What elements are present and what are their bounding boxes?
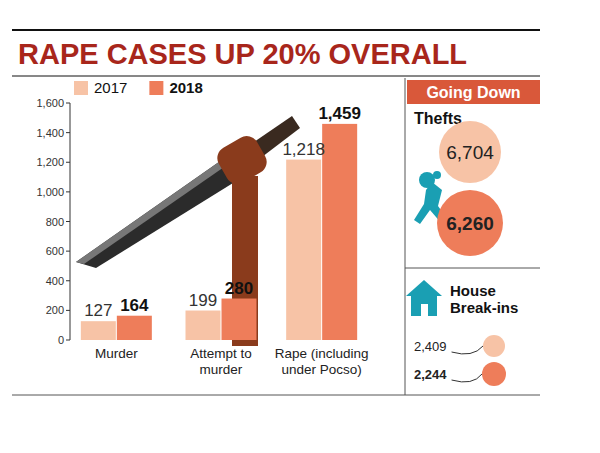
frame-line — [12, 395, 540, 396]
bar — [322, 124, 357, 340]
y-tick-label: 1,600 — [36, 97, 64, 109]
circle-mark — [439, 121, 501, 183]
data-label: 6,704 — [446, 142, 494, 163]
frame-line — [12, 76, 540, 77]
legend-label: 2018 — [169, 79, 202, 96]
data-label: 2,244 — [414, 367, 447, 382]
icon-part — [411, 296, 437, 316]
data-label: 1,218 — [282, 140, 325, 159]
x-tick-label: Rape (includingunder Pocso) — [275, 346, 369, 377]
house-icon — [406, 280, 442, 316]
frame-line — [12, 29, 540, 31]
x-tick-label: Murder — [95, 346, 138, 361]
panel-title: Going Down — [426, 84, 520, 101]
circle-mark — [483, 335, 505, 357]
legend-swatch — [149, 81, 163, 95]
panel-header-bg — [407, 80, 540, 104]
text-line: murder — [200, 362, 243, 377]
y-tick-label: 600 — [46, 245, 64, 257]
data-label: 6,260 — [446, 213, 494, 234]
text-line: Murder — [95, 346, 138, 361]
title: RAPE CASES UP 20% OVERALL — [18, 38, 467, 70]
text-line: Attempt to — [190, 346, 252, 361]
circle-mark — [437, 190, 503, 256]
data-label: 164 — [120, 296, 149, 315]
legend: 2017 2018 — [74, 79, 203, 96]
y-tick — [66, 162, 70, 163]
y-tick-label: 1,200 — [36, 156, 64, 168]
y-tick-label: 1,000 — [36, 186, 64, 198]
text-line: Rape (including — [275, 346, 369, 361]
y-tick — [66, 310, 70, 311]
legend-swatch — [74, 81, 88, 95]
y-tick — [66, 280, 70, 281]
data-label: 199 — [189, 291, 217, 310]
text-line: Break-ins — [450, 299, 518, 316]
text-line: House — [450, 282, 496, 299]
y-tick-label: 0 — [58, 334, 64, 346]
connector — [452, 346, 483, 354]
bar — [81, 321, 116, 340]
icon-part — [433, 171, 441, 179]
y-tick — [66, 132, 70, 133]
y-tick — [66, 191, 70, 192]
y-tick-label: 1,400 — [36, 127, 64, 139]
legend-label: 2017 — [94, 79, 127, 96]
bar — [222, 299, 257, 340]
connector — [452, 374, 482, 382]
y-tick — [66, 251, 70, 252]
circle-mark — [482, 362, 506, 386]
data-label: 2,409 — [414, 339, 447, 354]
category-label: Thefts — [414, 110, 462, 127]
x-tick-label: Attempt tomurder — [190, 346, 252, 377]
text-line: under Pocso) — [282, 362, 362, 377]
labels: 127 164 199 280 1,218 1,459 — [84, 104, 361, 320]
y-tick — [66, 340, 70, 341]
icon-part — [421, 304, 428, 316]
data-label: 280 — [225, 279, 253, 298]
divider — [405, 78, 406, 395]
y-tick-label: 800 — [46, 216, 64, 228]
bar — [186, 311, 221, 340]
divider — [405, 268, 540, 269]
knife-edge — [76, 150, 240, 264]
y-tick — [66, 103, 70, 104]
data-label: 127 — [84, 301, 112, 320]
y-tick — [66, 221, 70, 222]
data-label: 1,459 — [318, 104, 361, 123]
bar — [286, 160, 321, 340]
canvas: RAPE CASES UP 20% OVERALL 0 200 400 600 800 1,… — [0, 0, 600, 453]
y-tick-label: 200 — [46, 304, 64, 316]
icon-part — [406, 280, 442, 296]
knife-illustration — [76, 116, 300, 346]
category-label: HouseBreak-ins — [450, 282, 518, 316]
y-tick-label: 400 — [46, 275, 64, 287]
bars — [81, 124, 357, 340]
bar — [117, 316, 152, 340]
